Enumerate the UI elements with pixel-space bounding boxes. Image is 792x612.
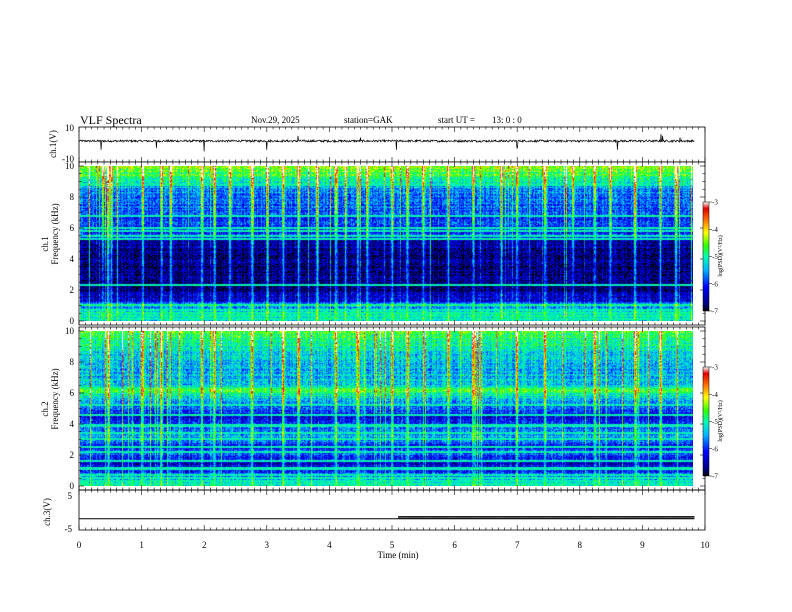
- ch1-colorbar-label: log(PSD)(V²/Hz): [717, 235, 724, 276]
- time-tick-label: 1: [139, 540, 144, 550]
- frequency-tick-label: 10: [65, 326, 75, 336]
- frequency-tick-label: 0: [70, 316, 75, 326]
- frequency-tick-label: 10: [65, 161, 75, 171]
- ch3-timecode-ylabel: ch.3(V): [42, 498, 52, 526]
- ch1-colorbar-scale: [702, 201, 710, 312]
- start-time-value: 13: 0 : 0: [492, 115, 522, 125]
- colorbar-tick-label: -6: [712, 445, 718, 453]
- ch1-ytick-bottom: -10: [62, 154, 74, 164]
- station-label: station=GAK: [344, 115, 393, 125]
- time-tick-label: 4: [327, 540, 332, 550]
- ch1-waveform-line: [78, 133, 695, 152]
- colorbar-tick-label: -5: [712, 418, 718, 426]
- start-ut-label: start UT =: [438, 115, 475, 125]
- frequency-tick-label: 6: [70, 223, 75, 233]
- colorbar-tick-label: -3: [712, 364, 718, 372]
- frequency-tick-label: 0: [70, 481, 75, 491]
- colorbar-tick-label: -5: [712, 253, 718, 261]
- ch2-spectrogram-image: [80, 331, 693, 486]
- ch1-colorbar: -3 -4 -5 -6 -7 log(PSD)(V²/Hz): [702, 199, 724, 316]
- ch2-colorbar-label: log(PSD)(V²/Hz): [717, 400, 724, 441]
- frequency-tick-label: 6: [70, 388, 75, 398]
- time-axis-ticks: 0 1 2 3 4 5 6 7 8 9 10: [77, 127, 710, 550]
- ch1-spectrogram-image: [80, 166, 693, 321]
- time-tick-label: 2: [202, 540, 207, 550]
- ch1-frequency-ylabel: Frequency (kHz): [50, 203, 60, 264]
- ch1-spectrogram-panel: 0 2 4 6 8 10 ch.1 Frequency (kHz): [40, 161, 706, 326]
- time-tick-label: 7: [515, 540, 520, 550]
- time-tick-label: 3: [265, 540, 270, 550]
- time-tick-label: 5: [390, 540, 395, 550]
- colorbar-tick-label: -4: [712, 391, 718, 399]
- time-tick-label: 6: [452, 540, 457, 550]
- frequency-tick-label: 8: [70, 192, 75, 202]
- time-tick-label: 10: [701, 540, 711, 550]
- frequency-tick-label: 2: [70, 285, 75, 295]
- ch2-spectrogram-label: ch.2: [40, 401, 50, 416]
- frequency-tick-label: 2: [70, 450, 75, 460]
- ch1-ytick-top: 10: [65, 123, 75, 133]
- colorbar-tick-label: -6: [712, 280, 718, 288]
- ch3-timecode-frame: [78, 489, 706, 531]
- ch3-ytick-top: 5: [68, 491, 73, 501]
- frequency-tick-label: 4: [70, 419, 75, 429]
- figure-title: VLF Spectra: [80, 113, 142, 127]
- time-tick-label: 0: [77, 540, 82, 550]
- time-tick-label: 9: [640, 540, 645, 550]
- frequency-tick-label: 4: [70, 254, 75, 264]
- ch1-waveform-panel: 10 -10 ch.1(V): [48, 123, 706, 164]
- time-tick-label: 8: [578, 540, 583, 550]
- ch1-waveform-frame: [78, 126, 706, 163]
- colorbar-tick-label: -4: [712, 226, 718, 234]
- ch1-spectrogram-label: ch.1: [40, 236, 50, 251]
- colorbar-tick-label: -3: [712, 199, 718, 207]
- ch2-spectrogram-panel: 0 2 4 6 8 10 ch.2 Frequency (kHz): [40, 326, 706, 491]
- ch1-waveform-ylabel: ch.1(V): [48, 130, 58, 158]
- date-label: Nov.29, 2025: [251, 115, 300, 125]
- time-axis-label: Time (min): [378, 550, 419, 560]
- frequency-tick-label: 8: [70, 357, 75, 367]
- ch3-ytick-bottom: -5: [65, 524, 73, 534]
- ch2-colorbar: -3 -4 -5 -6 -7 log(PSD)(V²/Hz): [702, 364, 724, 481]
- ch3-pulse-train: [397, 516, 695, 519]
- ch2-frequency-ylabel: Frequency (kHz): [50, 368, 60, 429]
- colorbar-tick-label: -7: [712, 473, 718, 481]
- colorbar-tick-label: -7: [712, 308, 718, 316]
- ch2-colorbar-scale: [702, 366, 710, 477]
